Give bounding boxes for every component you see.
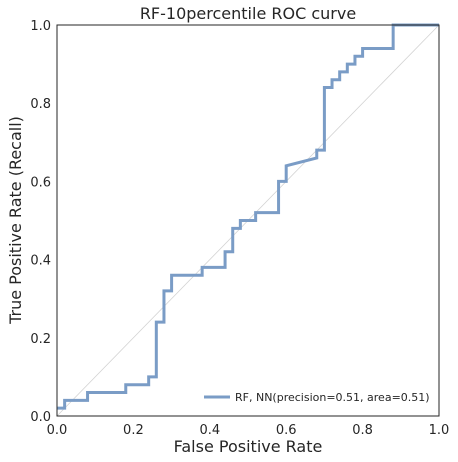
legend: RF, NN(precision=0.51, area=0.51) (204, 391, 430, 404)
chart-title: RF-10percentile ROC curve (140, 4, 356, 23)
x-tick-label: 0.0 (47, 423, 68, 438)
x-tick-label: 0.6 (276, 423, 297, 438)
x-tick-label: 0.8 (352, 423, 373, 438)
legend-entry-label: RF, NN(precision=0.51, area=0.51) (235, 391, 430, 404)
y-tick-label: 0.2 (30, 332, 51, 347)
y-tick-label: 0.6 (30, 175, 51, 190)
y-tick-label: 0.8 (30, 97, 51, 112)
x-axis-ticks: 0.0 0.2 0.4 0.6 0.8 1.0 (47, 423, 450, 438)
plot-area (56, 23, 440, 417)
y-tick-label: 0.0 (30, 410, 51, 425)
x-tick-label: 1.0 (429, 423, 450, 438)
y-tick-label: 1.0 (30, 19, 51, 34)
plot-frame (56, 24, 440, 417)
roc-curve-line (57, 23, 439, 410)
x-axis-label: False Positive Rate (174, 437, 323, 456)
y-axis-ticks: 0.0 0.2 0.4 0.6 0.8 1.0 (30, 19, 51, 425)
x-tick-label: 0.2 (123, 423, 144, 438)
x-tick-label: 0.4 (199, 423, 220, 438)
y-axis-label: True Positive Rate (Recall) (6, 116, 25, 325)
y-tick-label: 0.4 (30, 254, 51, 269)
